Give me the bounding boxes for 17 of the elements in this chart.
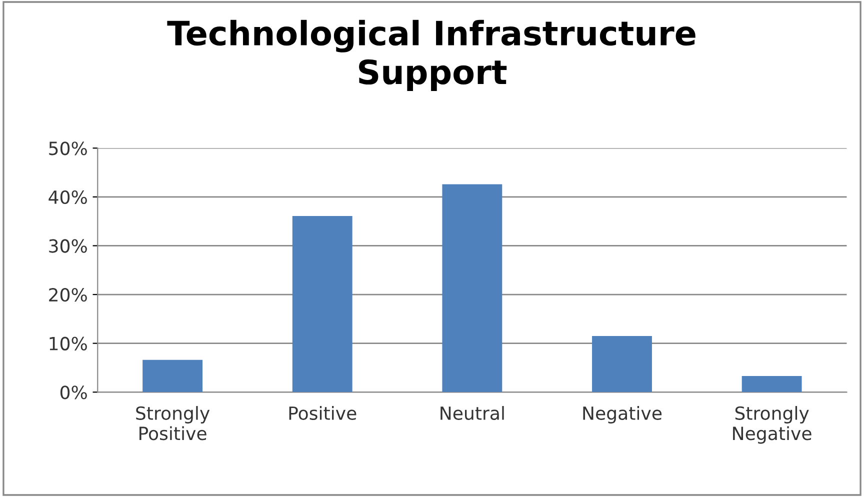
x-tick-label: Neutral xyxy=(440,406,504,420)
x-tick-label: Positive xyxy=(289,406,356,420)
bar xyxy=(592,336,652,392)
x-tick-label: Strongly Positive xyxy=(136,406,210,440)
bar xyxy=(292,216,352,392)
bar xyxy=(742,376,802,392)
y-tick-label: 10% xyxy=(50,336,87,350)
y-tick-label: 40% xyxy=(48,190,87,204)
y-tick-label: 0% xyxy=(60,386,87,400)
y-tick-label: 50% xyxy=(49,142,87,156)
chart-title: Technological Infrastructure Support xyxy=(167,20,696,91)
x-tick-label: Strongly Negative xyxy=(733,406,812,444)
x-tick-label: Negative xyxy=(583,406,662,424)
y-tick-label: 20% xyxy=(49,288,87,302)
y-tick-label: 30% xyxy=(49,239,87,253)
bar xyxy=(142,360,203,392)
bar xyxy=(442,184,502,392)
